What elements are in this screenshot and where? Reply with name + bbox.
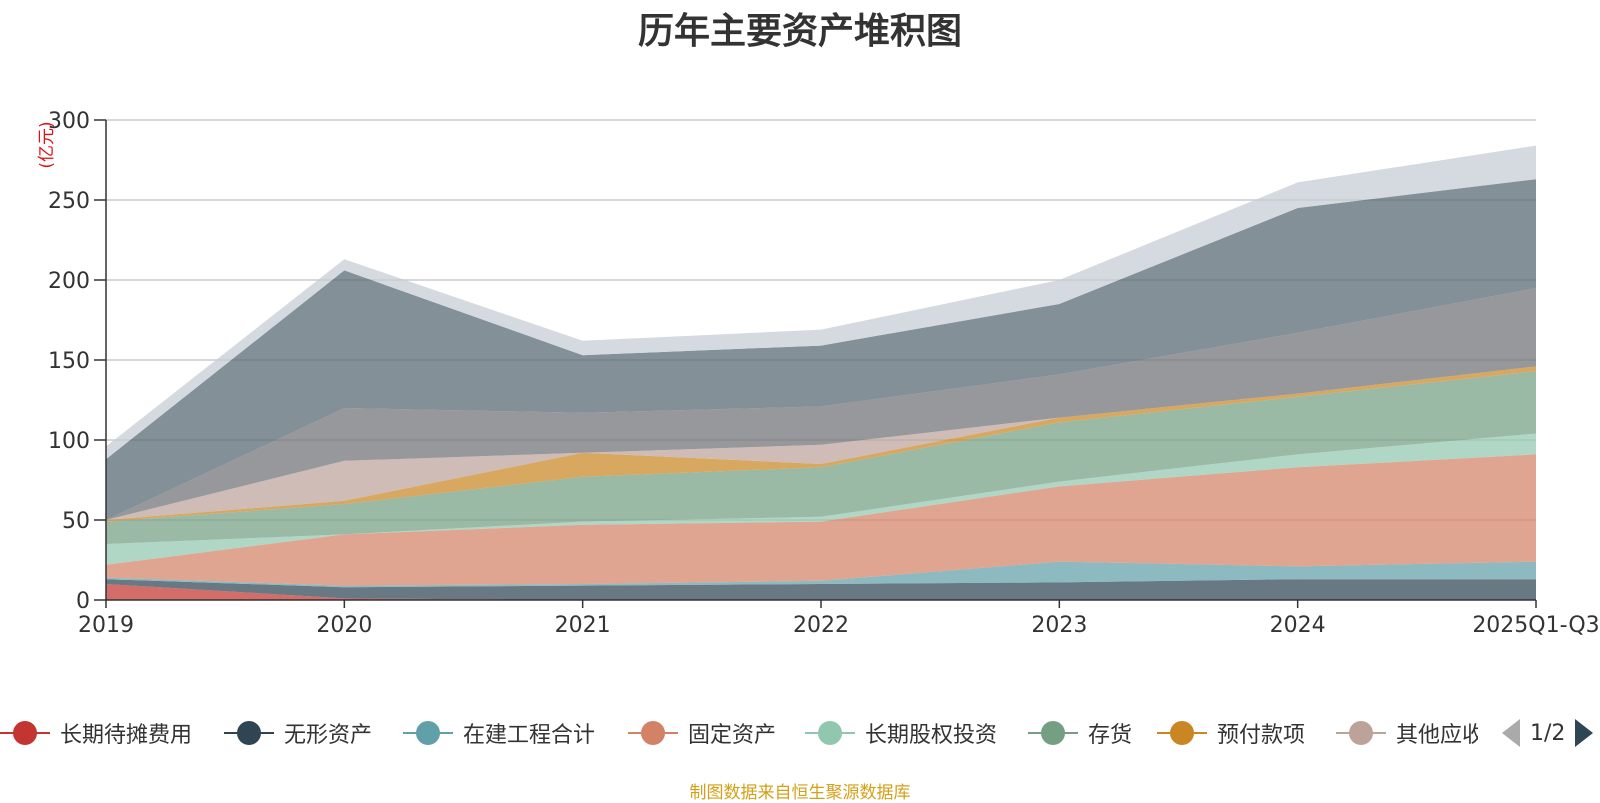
area-series-2 [106, 561, 1536, 588]
y-tick-label: 300 [48, 109, 90, 134]
area-series-5 [106, 371, 1536, 544]
legend-item[interactable]: 其他应收款 [1336, 715, 1478, 751]
x-tick-label: 2020 [316, 613, 372, 638]
legend-pager: 1/2 [1502, 715, 1594, 751]
legend-prev-icon[interactable] [1502, 719, 1520, 747]
y-tick-label: 150 [48, 349, 90, 374]
legend-marker-icon [1336, 718, 1386, 748]
legend-label: 长期股权投资 [865, 723, 998, 748]
legend-marker-icon [1157, 718, 1207, 748]
legend-label: 其他应收款 [1396, 723, 1478, 748]
legend-item[interactable]: 长期待摊费用 [0, 715, 192, 751]
legend-item[interactable]: 长期股权投资 [805, 715, 997, 751]
legend-label: 在建工程合计 [463, 723, 596, 748]
legend-marker-icon [0, 718, 50, 748]
legend-label: 存货 [1088, 723, 1133, 748]
x-tick-label: 2022 [793, 613, 849, 638]
legend-item[interactable]: 预付款项 [1157, 715, 1305, 751]
y-tick-label: 100 [48, 429, 90, 454]
area-series-6 [106, 366, 1536, 522]
y-tick-label: 200 [48, 269, 90, 294]
legend-label: 预付款项 [1217, 723, 1306, 748]
area-series-7 [106, 366, 1536, 520]
stacked-area-chart: 0 50 100 150 200 250 300 2019 2020 2021 2022 2023 20… [37, 109, 1600, 638]
area-series-10 [106, 145, 1536, 460]
legend-item[interactable]: 固定资产 [628, 715, 776, 751]
x-tick-label: 2021 [555, 613, 611, 638]
legend: 长期待摊费用 无形资产 在建工程合计 固定资产 长期股权投资 存货 预付款项 其他应收款 1/… [0, 715, 1600, 755]
area-series-0 [106, 584, 1536, 600]
area-series-1 [106, 579, 1536, 600]
y-axis-unit-label: (亿元) [37, 121, 57, 168]
legend-item[interactable]: 在建工程合计 [403, 715, 595, 751]
legend-label: 固定资产 [688, 723, 777, 748]
legend-marker-icon [1028, 718, 1078, 748]
legend-marker-icon [403, 718, 453, 748]
legend-marker-icon [628, 718, 678, 748]
legend-item[interactable]: 无形资产 [224, 715, 372, 751]
chart-title: 历年主要资产堆积图 [637, 11, 962, 52]
legend-marker-icon [805, 718, 855, 748]
area-series-9 [106, 179, 1536, 520]
legend-item[interactable]: 存货 [1028, 715, 1132, 751]
y-tick-label: 250 [48, 189, 90, 214]
legend-label: 无形资产 [284, 723, 373, 748]
x-tick-label: 2024 [1270, 613, 1326, 638]
area-series-4 [106, 433, 1536, 565]
y-tick-label: 50 [62, 509, 90, 534]
legend-marker-icon [224, 718, 274, 748]
source-note: 制图数据来自恒生聚源数据库 [689, 783, 911, 803]
legend-page-indicator: 1/2 [1530, 720, 1566, 746]
legend-items: 长期待摊费用 无形资产 在建工程合计 固定资产 长期股权投资 存货 预付款项 其他应收款 [0, 715, 1478, 755]
legend-label: 长期待摊费用 [60, 723, 193, 748]
area-series-3 [106, 454, 1536, 586]
y-tick-label: 0 [76, 589, 90, 614]
x-tick-label: 2023 [1031, 613, 1087, 638]
x-tick-label: 2019 [78, 613, 134, 638]
legend-next-icon[interactable] [1575, 719, 1594, 747]
x-tick-label: 2025Q1-Q3 [1472, 613, 1599, 638]
